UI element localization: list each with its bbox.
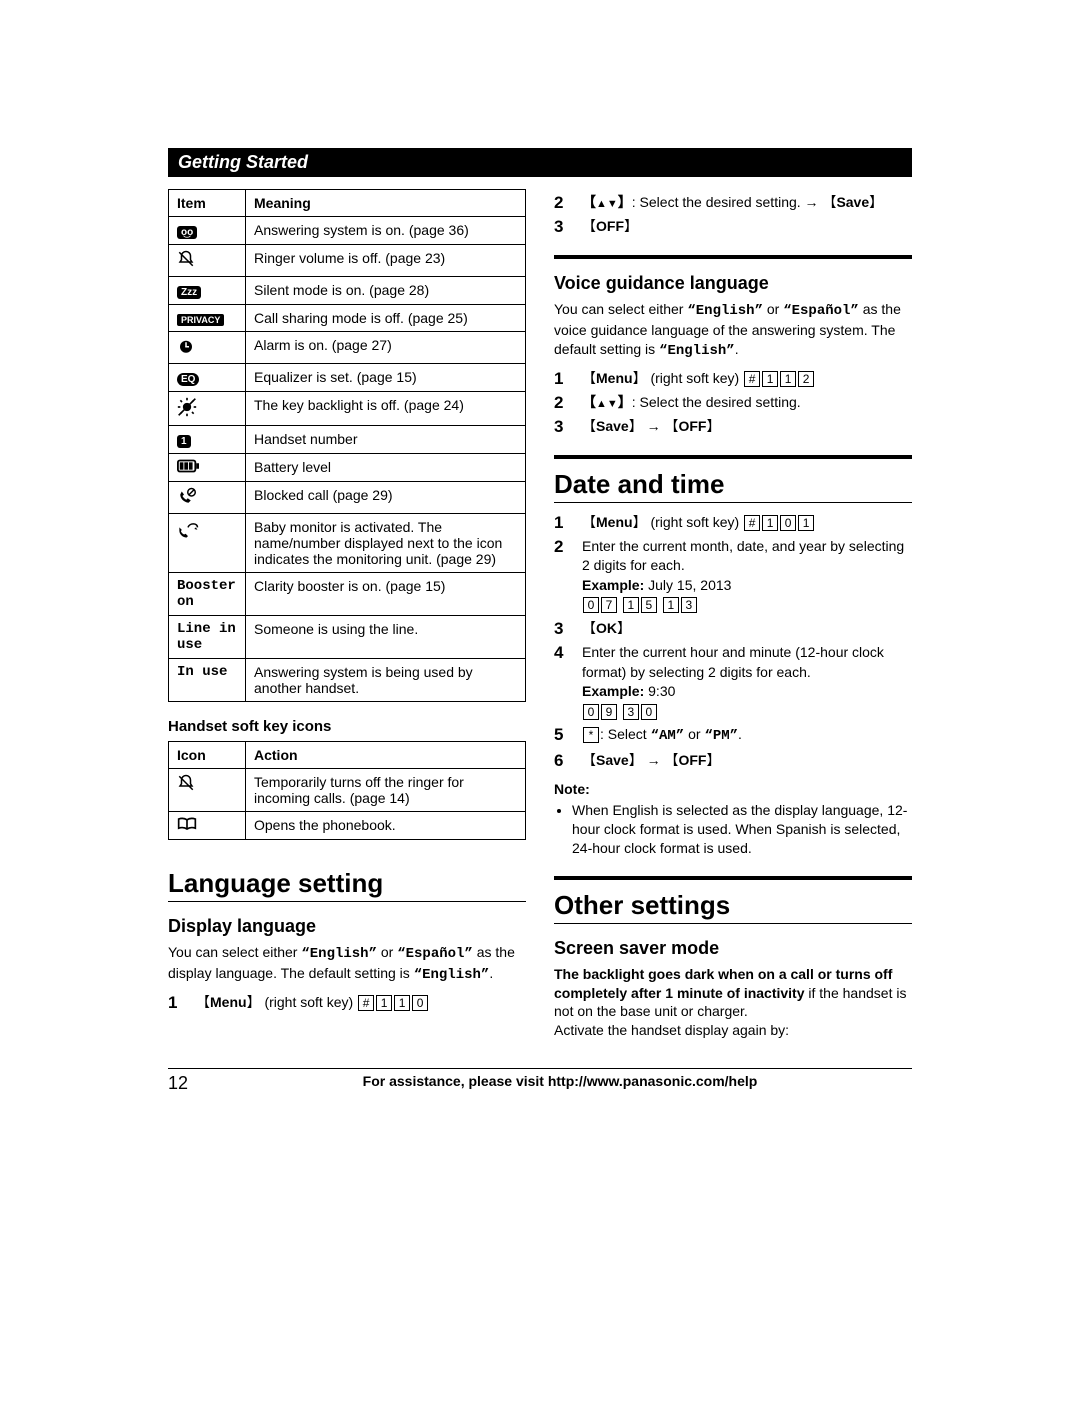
step-body: Menu (right soft key) #101 [582, 513, 912, 533]
th-icon: Icon [169, 742, 246, 769]
step-body: Save → OFF [582, 751, 912, 771]
num1-icon: 1 [169, 426, 246, 454]
softkey-table: Icon Action Temporarily turns off the ri… [168, 741, 526, 840]
cell: Battery level [246, 454, 526, 482]
left-column: Item Meaning o͜oAnswering system is on. … [168, 189, 526, 1048]
baby-icon [169, 514, 246, 573]
cell: The key backlight is off. (page 24) [246, 392, 526, 426]
date-time-h1: Date and time [554, 469, 912, 500]
cell: Equalizer is set. (page 15) [246, 364, 526, 392]
display-language-text: You can select either “English” or “Espa… [168, 943, 526, 985]
step-body: 【▲▼】: Select the desired setting. → Save [582, 193, 912, 213]
other-settings-h1: Other settings [554, 890, 912, 921]
blocked-icon [169, 482, 246, 514]
zzz-icon: Zzz [169, 277, 246, 305]
bell-off-icon [169, 769, 246, 812]
cell: Handset number [246, 426, 526, 454]
right-column: 2 【▲▼】: Select the desired setting. → Sa… [554, 189, 912, 1048]
step-body: Save → OFF [582, 417, 912, 437]
page-footer: 12 For assistance, please visit http://w… [168, 1068, 912, 1094]
cell: Temporarily turns off the ringer for inc… [246, 769, 526, 812]
th-item: Item [169, 190, 246, 217]
display-language-h2: Display language [168, 916, 526, 937]
icon-meaning-table: Item Meaning o͜oAnswering system is on. … [168, 189, 526, 702]
screen-saver-h2: Screen saver mode [554, 938, 912, 959]
nolight-icon [169, 392, 246, 426]
step-body: Menu (right soft key) #110 [196, 993, 526, 1013]
privacy-icon: PRIVACY [169, 305, 246, 332]
voice-guidance-text: You can select either “English” or “Espa… [554, 300, 912, 361]
bell-off-icon [169, 245, 246, 277]
cell: Ringer volume is off. (page 23) [246, 245, 526, 277]
cell: Baby monitor is activated. The name/numb… [246, 514, 526, 573]
note-bullet: When English is selected as the display … [572, 801, 912, 858]
alarm-icon [169, 332, 246, 364]
step-body: OK [582, 619, 912, 639]
eq-icon: EQ [169, 364, 246, 392]
th-meaning: Meaning [246, 190, 526, 217]
step-body: *: Select “AM” or “PM”. [582, 725, 912, 747]
section-header: Getting Started [168, 148, 912, 177]
step-body: Menu (right soft key) #112 [582, 369, 912, 389]
inuse-text: In use [169, 659, 246, 702]
step-body: 【▲▼】: Select the desired setting. [582, 393, 912, 413]
booster-text: Booster on [169, 573, 246, 616]
tape-icon: o͜o [169, 217, 246, 245]
cell: Clarity booster is on. (page 15) [246, 573, 526, 616]
language-setting-h1: Language setting [168, 868, 526, 899]
step-body: Enter the current hour and minute (12-ho… [582, 643, 912, 721]
cell: Call sharing mode is off. (page 25) [246, 305, 526, 332]
step-body: OFF [582, 217, 912, 237]
page-number: 12 [168, 1073, 208, 1094]
cell: Blocked call (page 29) [246, 482, 526, 514]
voice-guidance-h2: Voice guidance language [554, 273, 912, 294]
battery-icon [169, 454, 246, 482]
lineinuse-text: Line in use [169, 616, 246, 659]
step-body: Enter the current month, date, and year … [582, 537, 912, 615]
note-label: Note: [554, 781, 912, 797]
cell: Opens the phonebook. [246, 812, 526, 840]
cell: Answering system is on. (page 36) [246, 217, 526, 245]
cell: Someone is using the line. [246, 616, 526, 659]
footer-text: For assistance, please visit http://www.… [208, 1073, 912, 1094]
book-icon [169, 812, 246, 840]
softkey-heading: Handset soft key icons [168, 718, 526, 735]
th-action: Action [246, 742, 526, 769]
cell: Answering system is being used by anothe… [246, 659, 526, 702]
cell: Alarm is on. (page 27) [246, 332, 526, 364]
screen-saver-text: The backlight goes dark when on a call o… [554, 965, 912, 1041]
cell: Silent mode is on. (page 28) [246, 277, 526, 305]
